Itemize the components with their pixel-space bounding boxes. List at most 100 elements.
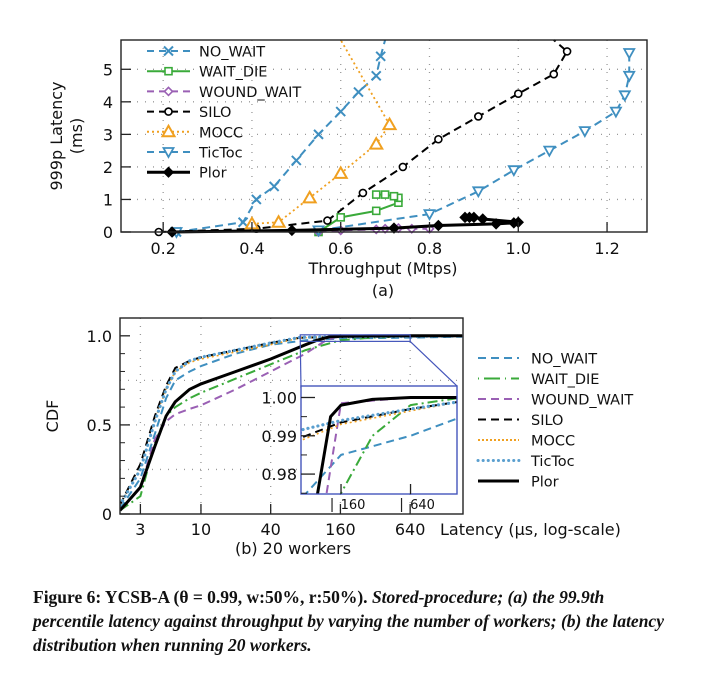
a-legend-marker-plor xyxy=(162,166,175,178)
a-point-plor xyxy=(432,219,445,232)
b-xtick-label: 160 xyxy=(325,520,356,539)
b-inset-series-mocc xyxy=(301,401,457,445)
a-point-no-wait xyxy=(335,106,346,117)
a-point-plor xyxy=(459,211,471,224)
a-point-wait-die xyxy=(371,190,381,199)
a-series-no-wait xyxy=(171,39,387,238)
a-gridlines xyxy=(121,40,647,232)
b-inset-line-silo xyxy=(301,401,457,442)
b-inset-series-wait-die xyxy=(339,397,457,494)
a-point-tictoc xyxy=(618,90,632,103)
a-ytick-label: 4 xyxy=(103,93,113,112)
a-point-silo xyxy=(474,112,483,121)
a-point-wait-die xyxy=(336,213,346,222)
a-point-silo xyxy=(562,47,572,56)
a-y-axis-label-line2: (ms) xyxy=(67,118,86,154)
a-point-plor xyxy=(490,218,502,230)
b-legend-label-mocc: MOCC xyxy=(531,434,575,450)
b-inset-series-plor xyxy=(315,396,457,494)
a-xtick-label: 0.8 xyxy=(417,239,442,258)
a-point-silo xyxy=(549,69,559,79)
b-subtitle: (b) 20 workers xyxy=(235,539,351,558)
a-legend-label-mocc: MOCC xyxy=(199,125,243,141)
b-zoom-region xyxy=(299,334,411,342)
b-inset-ytick-label: 1.00 xyxy=(261,388,297,407)
a-ytick-label: 0 xyxy=(103,223,113,242)
a-point-silo xyxy=(398,162,408,172)
a-point-tictoc xyxy=(609,106,623,119)
b-xtick-label: 10 xyxy=(191,520,211,539)
a-xtick-label: 0.6 xyxy=(328,239,353,258)
a-y-axis-label-line1: 999p Latency xyxy=(47,81,66,190)
a-point-tictoc xyxy=(578,126,592,138)
b-ytick-label: 0 xyxy=(102,505,112,524)
a-legend-marker-no-wait xyxy=(163,45,174,57)
a-ytick-label: 2 xyxy=(103,158,113,177)
a-point-mocc xyxy=(368,136,384,150)
a-xtick-label: 1.2 xyxy=(594,239,619,258)
a-x-axis-label: Throughput (Mtps) xyxy=(307,259,457,278)
a-legend: NO_WAIT WAIT_DIE WOUND_WAIT SILO MOCC TicToc P… xyxy=(147,45,301,182)
a-point-mocc xyxy=(381,116,398,131)
b-legend-label-tictoc: TicToc xyxy=(530,454,575,470)
page-edge-artifact xyxy=(6,470,8,482)
a-point-plor xyxy=(388,222,400,234)
b-inset-line-plor xyxy=(315,396,457,494)
a-point-plor xyxy=(286,224,298,237)
figure-caption: Figure 6: YCSB-A (θ = 0.99, w:50%, r:50%… xyxy=(33,585,673,657)
a-series-mocc xyxy=(244,39,398,230)
a-legend-label-no-wait: NO_WAIT xyxy=(199,45,265,61)
b-zoom-connector-right xyxy=(409,340,458,387)
a-xtick-label: 0.4 xyxy=(239,239,264,258)
a-legend-marker-silo xyxy=(164,107,173,116)
b-inset-line-mocc xyxy=(301,401,457,445)
a-point-plor xyxy=(477,213,489,225)
a-point-tictoc xyxy=(507,165,521,178)
b-inset-xtick-label: 640 xyxy=(410,498,435,513)
chart-a: 0.2 0.4 0.6 0.8 1.0 1.2 0 1 2 3 4 5 NO_WAIT WAIT_DIE… xyxy=(47,39,648,300)
a-ytick-label: 5 xyxy=(103,60,113,79)
a-subtitle: (a) xyxy=(372,281,394,300)
caption-body: Stored-procedure; (a) the 99.9th percent… xyxy=(33,587,664,655)
b-inset-xtick-label: 160 xyxy=(341,498,366,513)
b-inset-line-wait-die xyxy=(339,397,457,494)
b-x-axis-label: Latency (µs, log-scale) xyxy=(440,520,621,539)
a-legend-label-tictoc: TicToc xyxy=(198,146,243,162)
a-point-silo xyxy=(513,89,523,98)
b-legend-label-wound-wait: WOUND_WAIT xyxy=(531,393,633,409)
b-line-plor xyxy=(120,334,463,512)
a-plot-frame xyxy=(120,39,648,233)
b-series-group xyxy=(120,334,463,512)
a-point-tictoc xyxy=(422,209,437,221)
b-inset-series-group xyxy=(301,396,457,494)
a-legend-label-wound-wait: WOUND_WAIT xyxy=(199,85,301,101)
a-point-no-wait xyxy=(291,155,302,166)
a-point-tictoc xyxy=(622,48,636,60)
a-point-silo xyxy=(358,188,368,198)
b-legend-label-plor: Plor xyxy=(531,475,559,491)
a-point-tictoc xyxy=(471,186,485,199)
b-line-no-wait xyxy=(120,335,463,510)
caption-title: Figure 6: YCSB-A (θ = 0.99, w:50%, r:50%… xyxy=(33,587,368,607)
b-inset-ytick-label: 0.99 xyxy=(261,427,297,446)
b-y-axis-label: CDF xyxy=(43,400,62,433)
b-inset: 0.98 0.99 1.00 160 640 xyxy=(261,385,458,513)
a-point-tictoc xyxy=(542,145,556,158)
a-point-mocc xyxy=(332,165,349,179)
b-xtick-label: 3 xyxy=(135,520,145,539)
b-legend-label-silo: SILO xyxy=(531,413,563,429)
a-legend-marker-wait-die xyxy=(164,66,173,76)
a-point-silo xyxy=(323,216,332,225)
a-point-wait-die xyxy=(371,206,381,216)
a-point-no-wait xyxy=(371,70,382,82)
a-point-no-wait xyxy=(375,51,386,62)
a-ytick-label: 1 xyxy=(103,190,113,209)
b-legend: NO_WAIT WAIT_DIE WOUND_WAIT SILO MOCC TicToc P… xyxy=(476,352,633,491)
b-inset-line-no-wait xyxy=(304,417,457,494)
chart-b: 3 10 40 160 640 0 0.5 1.0 0.98 0.99 1.00 160 640 NO… xyxy=(43,317,633,558)
b-legend-label-wait-die: WAIT_DIE xyxy=(531,372,599,388)
b-zoom-connector-left xyxy=(299,341,302,389)
a-point-mocc xyxy=(301,189,318,204)
a-point-mocc xyxy=(270,214,287,228)
a-point-wait-die xyxy=(380,190,390,199)
